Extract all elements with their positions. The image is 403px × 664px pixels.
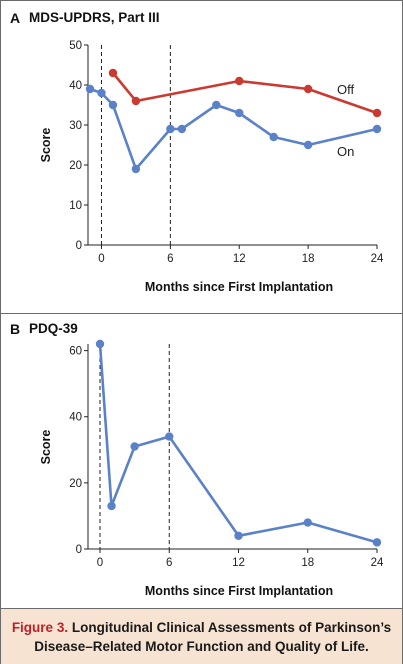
chart-1-y-axis-label: Score [39, 430, 53, 465]
chart-b-plot: 0 20 40 60 0 6 12 18 24 Months since First Implan… [39, 339, 384, 598]
chart-1-x-tick-label: 0 [97, 557, 103, 569]
chart-0-y-tick-label: 10 [69, 200, 82, 212]
caption-figure-label: Figure 3. [11, 619, 69, 635]
chart-0-series-on-point [166, 124, 175, 134]
chart-1-series-series-0-point [372, 538, 382, 547]
chart-0-series-on-point [235, 108, 244, 118]
caption-line-1: Figure 3. Longitudinal Clinical Assessme… [12, 618, 391, 637]
chart-0-series-on-point [108, 100, 118, 110]
chart-0-x-tick-label: 0 [98, 253, 104, 265]
chart-1-y-tick-label: 20 [69, 478, 82, 490]
chart-1-x-tick-label: 12 [232, 557, 245, 569]
chart-1-x-tick-label: 24 [371, 557, 384, 569]
panel-a-title: MDS-UPDRS, Part III [29, 10, 160, 25]
chart-1-y-tick-label: 0 [76, 544, 82, 556]
chart-0-series-off-point [235, 76, 244, 86]
chart-0-series-on-label: On [337, 144, 354, 159]
caption-text-1: Longitudinal Clinical Assessments of Par… [71, 619, 392, 635]
chart-0-series-off-label: Off [337, 82, 354, 97]
chart-0-series-on-point [131, 164, 141, 174]
chart-0-series-on-point [177, 124, 187, 134]
chart-1-x-tick-label: 6 [166, 557, 172, 569]
chart-1-series-series-0-point [130, 442, 139, 451]
chart-0-series-on-point [212, 100, 221, 110]
chart-0-series-on-point [97, 88, 106, 98]
chart-0-x-tick-label: 24 [371, 253, 384, 265]
chart-1-y-tick-label: 40 [69, 412, 82, 424]
chart-0-x-tick-label: 6 [167, 253, 173, 265]
panel-b-title: PDQ-39 [29, 321, 78, 336]
chart-1-series-series-0-point [107, 501, 116, 511]
panel-divider [1, 313, 402, 314]
chart-0-y-tick-label: 50 [69, 40, 82, 52]
chart-0-series-off-point [131, 96, 141, 106]
chart-1-series-series-0-point [234, 531, 243, 540]
chart-0-series-off-point [372, 108, 382, 118]
chart-0-x-tick-label: 12 [233, 253, 246, 265]
chart-0-series-off-point [108, 68, 118, 78]
chart-0-y-tick-label: 0 [76, 240, 82, 252]
panel-b-letter: B [10, 321, 21, 337]
chart-0-y-tick-label: 30 [69, 120, 82, 132]
chart-0-y-tick-label: 40 [69, 80, 82, 92]
chart-a-plot: 0 10 20 30 40 50 0 6 12 18 24 Months since First Im… [39, 40, 384, 294]
chart-0-x-tick-label: 18 [302, 253, 315, 265]
chart-0-x-axis-label: Months since First Implantation [145, 280, 333, 294]
panel-b: 0 20 40 60 0 6 12 18 24 Months since First Implan… [1, 314, 402, 608]
panel-a-letter: A [10, 10, 21, 26]
chart-1-series-series-0-line [98, 343, 378, 544]
chart-1-series-series-0-point [165, 432, 174, 441]
chart-1-x-axis-label: Months since First Implantation [145, 584, 333, 598]
chart-1-series-series-0-point [303, 518, 312, 527]
chart-1-x-tick-label: 18 [301, 557, 314, 569]
caption-line-2: Disease–Related Motor Function and Quali… [34, 638, 369, 654]
chart-0-y-tick-label: 20 [69, 160, 82, 172]
figure-caption: Figure 3. Longitudinal Clinical Assessme… [1, 608, 402, 664]
chart-0-y-axis-label: Score [39, 128, 53, 163]
chart-0-series-off-point [303, 84, 313, 94]
chart-0-series-on-point [269, 132, 278, 142]
panel-a: 0 10 20 30 40 50 0 6 12 18 24 Months since First Im… [1, 1, 402, 313]
chart-0-series-on-point [303, 140, 313, 150]
chart-1-series-series-0-point [95, 339, 105, 349]
chart-0-series-on-point [372, 124, 382, 134]
chart-1-y-tick-label: 60 [69, 346, 82, 358]
chart-0-series-on-point [85, 84, 95, 94]
